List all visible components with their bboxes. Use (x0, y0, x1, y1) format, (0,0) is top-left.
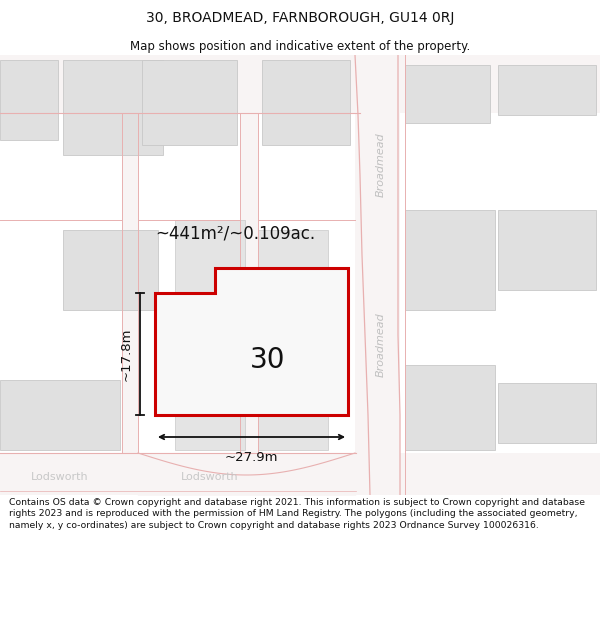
Bar (63, 60, 163, 155)
Text: Contains OS data © Crown copyright and database right 2021. This information is : Contains OS data © Crown copyright and d… (9, 498, 585, 529)
Bar (498, 210, 596, 290)
Text: Broadmead: Broadmead (376, 312, 386, 378)
Text: ~441m²/~0.109ac.: ~441m²/~0.109ac. (155, 224, 315, 242)
Bar (0, 55, 600, 113)
Bar (405, 210, 495, 310)
Polygon shape (155, 268, 348, 415)
Text: ~27.9m: ~27.9m (225, 451, 278, 464)
Text: Lodsworth: Lodsworth (31, 472, 89, 482)
Text: Map shows position and indicative extent of the property.: Map shows position and indicative extent… (130, 39, 470, 52)
Bar (262, 60, 350, 145)
Bar (0, 60, 58, 140)
Bar (405, 365, 495, 450)
Bar (240, 113, 258, 453)
Bar (258, 230, 328, 450)
Bar (355, 55, 400, 495)
Text: Broadmead: Broadmead (376, 132, 386, 198)
Bar (405, 65, 490, 123)
Text: Lodsworth: Lodsworth (181, 472, 239, 482)
Text: 30, BROADMEAD, FARNBOROUGH, GU14 0RJ: 30, BROADMEAD, FARNBOROUGH, GU14 0RJ (146, 11, 454, 25)
Bar (63, 230, 158, 310)
Bar (0, 453, 600, 495)
Bar (498, 65, 596, 115)
Bar (0, 380, 120, 450)
Bar (175, 220, 245, 450)
Text: ~17.8m: ~17.8m (120, 328, 133, 381)
Bar (122, 113, 138, 453)
Text: 30: 30 (250, 346, 286, 374)
Bar (142, 60, 237, 145)
Bar (498, 383, 596, 443)
